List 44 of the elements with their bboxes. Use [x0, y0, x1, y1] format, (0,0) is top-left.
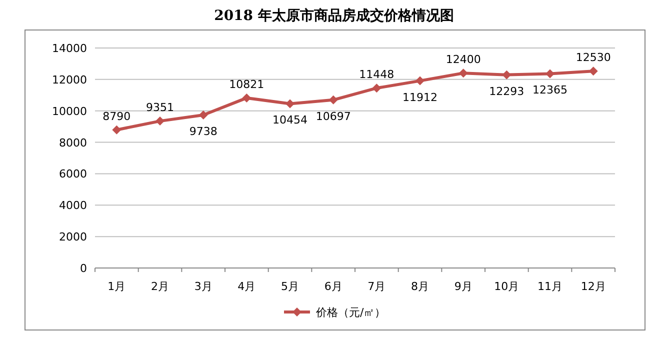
y-tick-label: 0	[80, 262, 87, 275]
data-label: 12400	[446, 53, 481, 66]
point	[286, 99, 294, 108]
x-tick-label: 11月	[538, 280, 562, 293]
y-tick-label: 6000	[59, 168, 87, 181]
x-tick-label: 9月	[454, 280, 472, 293]
data-label: 12530	[576, 51, 611, 64]
x-tick-label: 3月	[194, 280, 212, 293]
x-tick-label: 1月	[108, 280, 126, 293]
point	[198, 110, 208, 120]
point	[372, 84, 382, 93]
data-label: 10697	[316, 110, 351, 123]
y-tick-label: 4000	[59, 199, 87, 212]
data-label: 10821	[229, 78, 264, 91]
data-label: 10454	[272, 114, 308, 127]
y-tick-label: 2000	[59, 230, 87, 244]
point	[156, 116, 164, 126]
data-label: 12365	[532, 84, 568, 97]
y-tick-label: 10000	[52, 104, 87, 118]
x-tick-label: 8月	[411, 280, 429, 293]
point	[242, 93, 252, 102]
y-tick-label: 14000	[52, 42, 87, 55]
point	[416, 76, 424, 86]
data-label: 11912	[402, 90, 438, 104]
x-tick-label: 12月	[580, 280, 606, 293]
x-tick-label: 10月	[494, 280, 520, 293]
x-tick-label: 4月	[238, 280, 256, 293]
legend-label: 价格（元/㎡）	[315, 306, 386, 319]
data-label: 9738	[189, 124, 218, 138]
y-tick-label: 8000	[59, 136, 87, 150]
data-label: 8790	[102, 110, 131, 123]
x-tick-label: 2月	[151, 280, 169, 293]
data-label: 12293	[489, 84, 524, 98]
point	[112, 125, 122, 134]
point	[546, 69, 554, 78]
chart-title: 2018 年太原市商品房成交价格情况图	[214, 7, 454, 24]
y-tick-label: 12000	[52, 73, 87, 86]
data-label: 9351	[146, 101, 174, 114]
x-tick-label: 6月	[324, 280, 342, 293]
point	[458, 68, 468, 78]
point	[328, 95, 338, 104]
x-tick-label: 5月	[281, 280, 299, 293]
x-tick-label: 7月	[368, 280, 386, 293]
data-label: 11448	[359, 68, 394, 82]
